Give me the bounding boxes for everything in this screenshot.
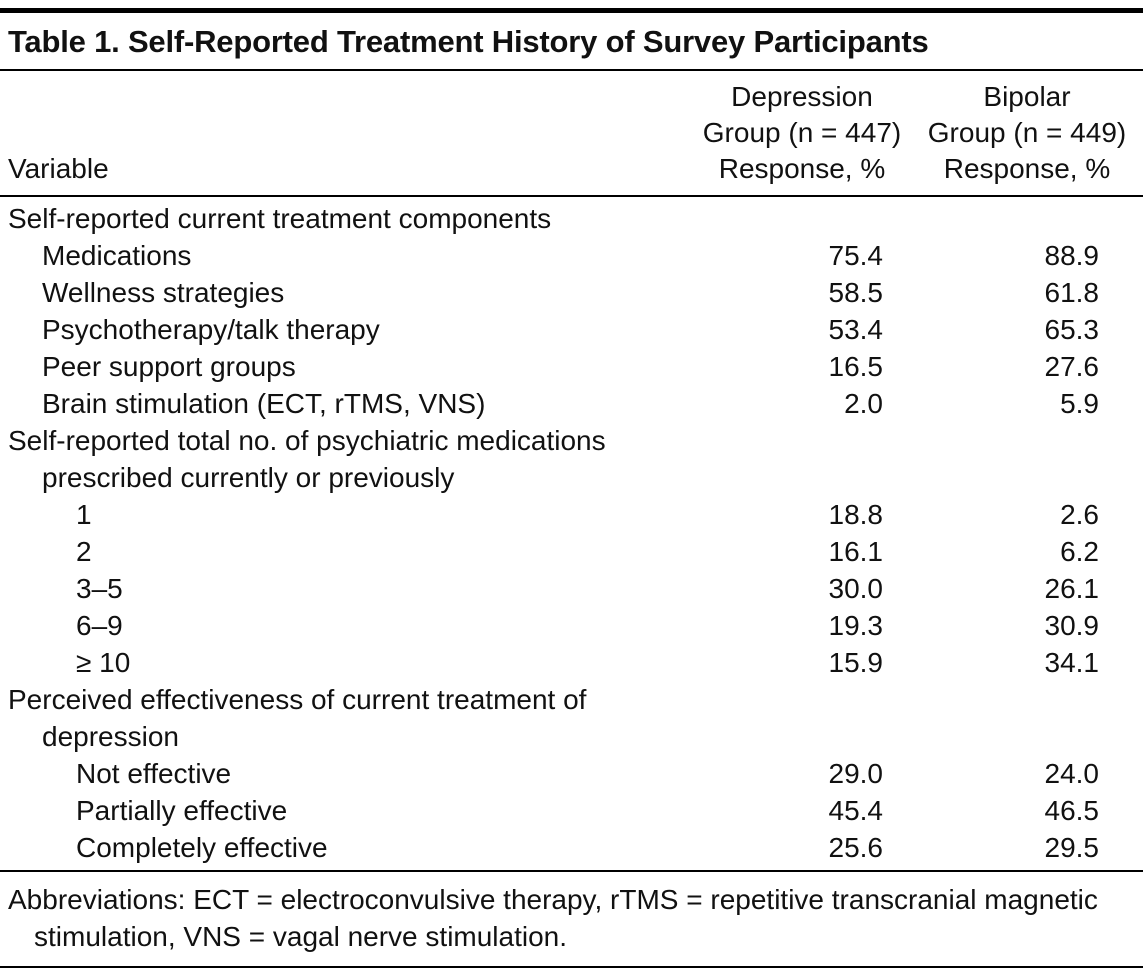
table-row: 6–9 19.3 30.9 <box>0 607 1143 644</box>
table-title: Table 1. Self-Reported Treatment History… <box>8 24 929 59</box>
bipolar-header-line2: Group (n = 449) <box>927 117 1127 148</box>
bipolar-value: 30.9 <box>1044 610 1100 641</box>
row-label: 2 <box>76 536 92 567</box>
table-row: Brain stimulation (ECT, rTMS, VNS) 2.0 5.9 <box>0 385 1143 422</box>
column-header-variable: Variable <box>8 153 109 184</box>
table-row: 2 16.1 6.2 <box>0 533 1143 570</box>
bipolar-value: 5.9 <box>1060 388 1099 419</box>
depression-header-line2: Group (n = 447) <box>702 117 902 148</box>
depression-value: 18.8 <box>828 499 884 530</box>
depression-value: 58.5 <box>828 277 884 308</box>
depression-value <box>693 422 911 459</box>
bipolar-header-line3: Response, % <box>943 153 1111 184</box>
row-label: Self-reported total no. of psychiatric m… <box>8 425 606 456</box>
title-rule <box>0 69 1143 71</box>
bipolar-value <box>911 422 1143 459</box>
header-rule <box>0 195 1143 197</box>
abbreviations-footnote: Abbreviations: ECT = electroconvulsive t… <box>8 884 1098 952</box>
table-row: Self-reported current treatment componen… <box>0 200 1143 237</box>
top-rule <box>0 8 1143 13</box>
row-label: Peer support groups <box>42 351 296 382</box>
depression-value: 30.0 <box>828 573 884 604</box>
depression-value <box>693 200 911 237</box>
bipolar-value: 34.1 <box>1044 647 1100 678</box>
row-label: 6–9 <box>76 610 123 641</box>
table-row: Wellness strategies 58.5 61.8 <box>0 274 1143 311</box>
bipolar-value <box>911 459 1143 496</box>
row-label: Brain stimulation (ECT, rTMS, VNS) <box>42 388 486 419</box>
depression-value <box>693 718 911 755</box>
table-row: Partially effective 45.4 46.5 <box>0 792 1143 829</box>
bipolar-value <box>911 718 1143 755</box>
row-label: Psychotherapy/talk therapy <box>42 314 380 345</box>
bipolar-value: 46.5 <box>1044 795 1100 826</box>
depression-value <box>693 681 911 718</box>
row-label: Partially effective <box>76 795 288 826</box>
bipolar-value <box>911 200 1143 237</box>
column-header-bipolar: Bipolar Group (n = 449) Response, % <box>911 79 1143 187</box>
row-label: ≥ 10 <box>76 647 131 678</box>
row-label: depression <box>42 721 179 752</box>
depression-value: 2.0 <box>844 388 883 419</box>
bottom-rule <box>0 966 1143 968</box>
bipolar-value: 61.8 <box>1044 277 1100 308</box>
column-header-depression: Depression Group (n = 447) Response, % <box>693 79 911 187</box>
table-row: 3–5 30.0 26.1 <box>0 570 1143 607</box>
depression-value: 15.9 <box>828 647 884 678</box>
bipolar-value: 26.1 <box>1044 573 1100 604</box>
row-label: Not effective <box>76 758 232 789</box>
depression-value: 75.4 <box>828 240 884 271</box>
bipolar-value <box>911 681 1143 718</box>
depression-value: 29.0 <box>828 758 884 789</box>
table-row: Perceived effectiveness of current treat… <box>0 681 1143 718</box>
depression-value: 16.1 <box>828 536 884 567</box>
table-row: prescribed currently or previously <box>0 459 1143 496</box>
depression-value: 19.3 <box>828 610 884 641</box>
row-label: Medications <box>42 240 192 271</box>
depression-value: 45.4 <box>828 795 884 826</box>
bipolar-value: 27.6 <box>1044 351 1100 382</box>
depression-header-line3: Response, % <box>718 153 886 184</box>
depression-value <box>693 459 911 496</box>
depression-header-line1: Depression <box>731 81 873 112</box>
row-label: Wellness strategies <box>42 277 285 308</box>
bipolar-value: 2.6 <box>1060 499 1099 530</box>
row-label: prescribed currently or previously <box>42 462 455 493</box>
depression-value: 16.5 <box>828 351 884 382</box>
table-header-row: Variable Depression Group (n = 447) Resp… <box>0 71 1143 195</box>
table-row: depression <box>0 718 1143 755</box>
table-row: Completely effective 25.6 29.5 <box>0 829 1143 866</box>
depression-value: 25.6 <box>828 832 884 863</box>
table-row: 1 18.8 2.6 <box>0 496 1143 533</box>
depression-value: 53.4 <box>828 314 884 345</box>
table-row: Not effective 29.0 24.0 <box>0 755 1143 792</box>
row-label: Perceived effectiveness of current treat… <box>8 684 587 715</box>
table-row: ≥ 10 15.9 34.1 <box>0 644 1143 681</box>
row-label: 1 <box>76 499 92 530</box>
row-label: Completely effective <box>76 832 328 863</box>
bipolar-header-line1: Bipolar <box>983 81 1071 112</box>
footnote-rule <box>0 870 1143 872</box>
bipolar-value: 24.0 <box>1044 758 1100 789</box>
bipolar-value: 65.3 <box>1044 314 1100 345</box>
bipolar-value: 29.5 <box>1044 832 1100 863</box>
bipolar-value: 88.9 <box>1044 240 1100 271</box>
row-label: 3–5 <box>76 573 123 604</box>
table-row: Self-reported total no. of psychiatric m… <box>0 422 1143 459</box>
table-body: Self-reported current treatment componen… <box>0 197 1143 870</box>
table-row: Psychotherapy/talk therapy 53.4 65.3 <box>0 311 1143 348</box>
bipolar-value: 6.2 <box>1060 536 1099 567</box>
row-label: Self-reported current treatment componen… <box>8 203 552 234</box>
table-row: Peer support groups 16.5 27.6 <box>0 348 1143 385</box>
table-row: Medications 75.4 88.9 <box>0 237 1143 274</box>
